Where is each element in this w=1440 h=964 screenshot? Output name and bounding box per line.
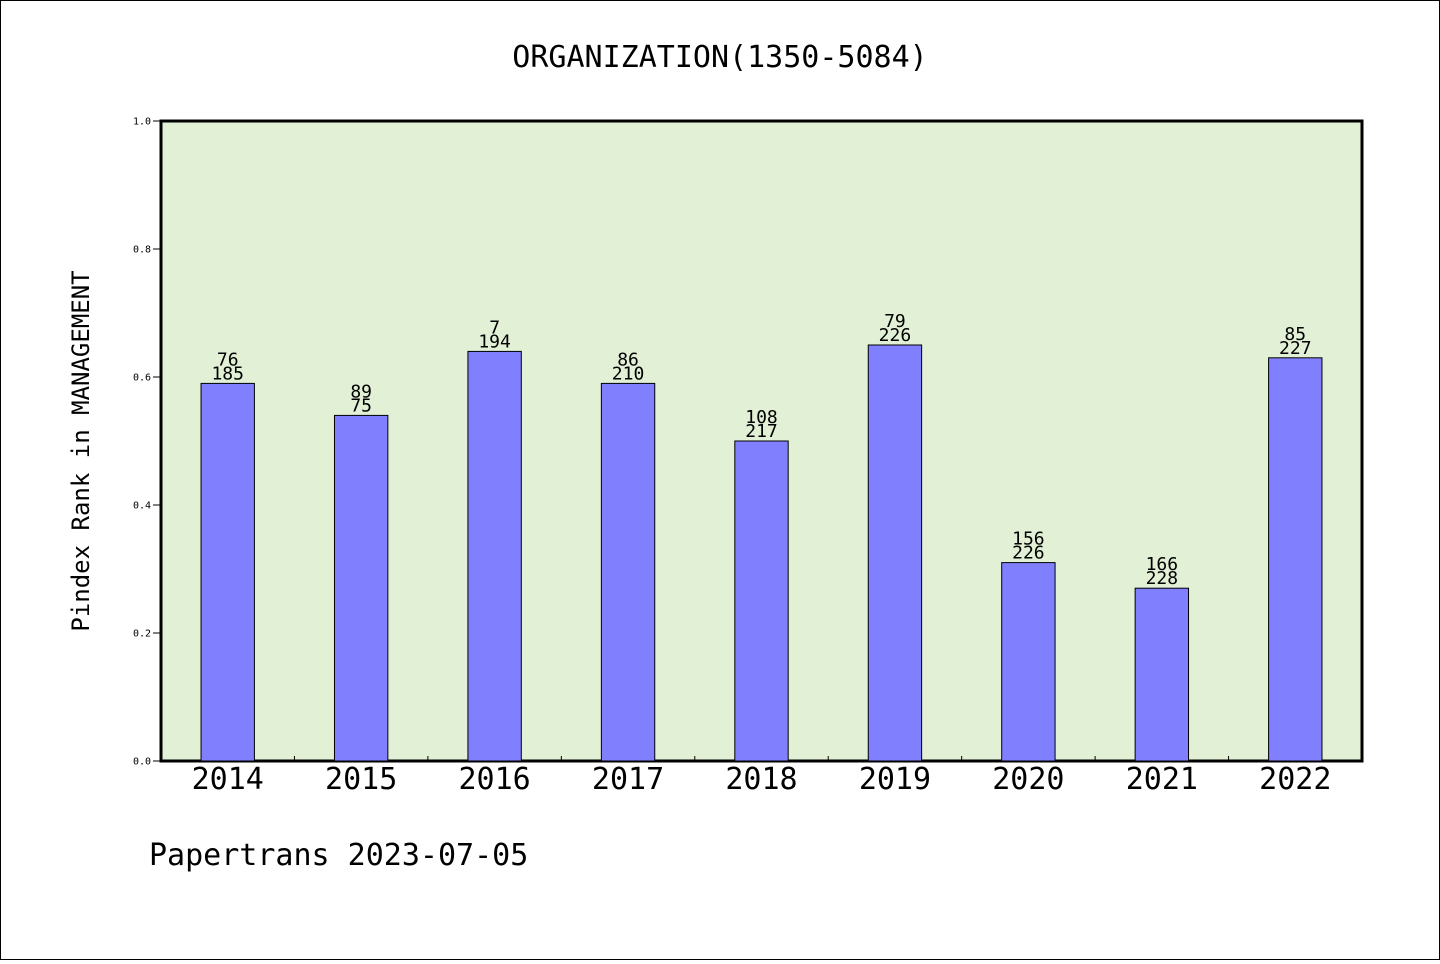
bar-value-label-bottom: 226	[879, 325, 912, 346]
bar	[734, 440, 789, 762]
bar-value-label-bottom: 227	[1279, 338, 1312, 359]
bar-value-label-bottom: 185	[211, 363, 244, 384]
footer-text: Papertrans 2023-07-05	[149, 838, 528, 873]
bar-value-label-top: 7	[489, 317, 500, 338]
y-tick-label: 0.6	[133, 373, 151, 384]
x-tick-label: 2015	[325, 762, 397, 797]
bar-value-label-top: 85	[1284, 324, 1306, 345]
bar	[867, 344, 923, 762]
bar-value-label-bottom: 210	[612, 363, 645, 384]
bar-value-label-bottom: 228	[1146, 568, 1179, 589]
y-tick-label: 0.8	[133, 245, 151, 256]
bar-value-label-bottom: 226	[1012, 543, 1045, 564]
y-tick-label: 1.0	[133, 117, 151, 128]
y-tick-label: 0.4	[133, 501, 151, 512]
bar-value-label-top: 86	[617, 349, 639, 370]
x-tick-label: 2014	[192, 762, 264, 797]
bar	[333, 414, 389, 762]
bar	[600, 382, 656, 762]
y-axis-ticks: 0.0 0.2 0.4 0.6 0.8 1.0	[133, 117, 161, 768]
bar-value-label-top: 156	[1012, 529, 1045, 550]
y-tick-label: 0.0	[133, 757, 151, 768]
y-tick-label: 0.2	[133, 629, 151, 640]
bar-value-label-top: 89	[350, 381, 372, 402]
x-tick-label: 2021	[1126, 762, 1198, 797]
x-tick-label: 2017	[592, 762, 664, 797]
bar-value-label-top: 166	[1146, 554, 1179, 575]
bar-value-label-top: 76	[217, 349, 239, 370]
bar	[1268, 357, 1323, 762]
x-tick-label: 2018	[725, 762, 797, 797]
x-tick-label: 2019	[859, 762, 931, 797]
bar	[1001, 562, 1056, 762]
chart-title: ORGANIZATION(1350-5084)	[512, 40, 927, 75]
x-tick-label: 2022	[1259, 762, 1331, 797]
bars: 1857675891947210862171082267922615622816…	[200, 311, 1323, 762]
x-tick-label: 2020	[992, 762, 1064, 797]
x-axis-ticks: 2014 2015 2016 2017 2018 2019 2020 2021 2022	[192, 756, 1331, 797]
bar-value-label-top: 79	[884, 311, 906, 332]
bar	[467, 350, 522, 762]
bar-value-label-bottom: 194	[478, 331, 511, 352]
bar	[200, 382, 255, 762]
y-axis-label: Pindex Rank in MANAGEMENT	[67, 270, 95, 631]
bar	[1134, 587, 1190, 762]
bar-value-label-top: 108	[745, 407, 778, 428]
bar-value-label-bottom: 217	[745, 421, 778, 442]
x-tick-label: 2016	[458, 762, 530, 797]
bar-value-label-bottom: 75	[350, 395, 372, 416]
